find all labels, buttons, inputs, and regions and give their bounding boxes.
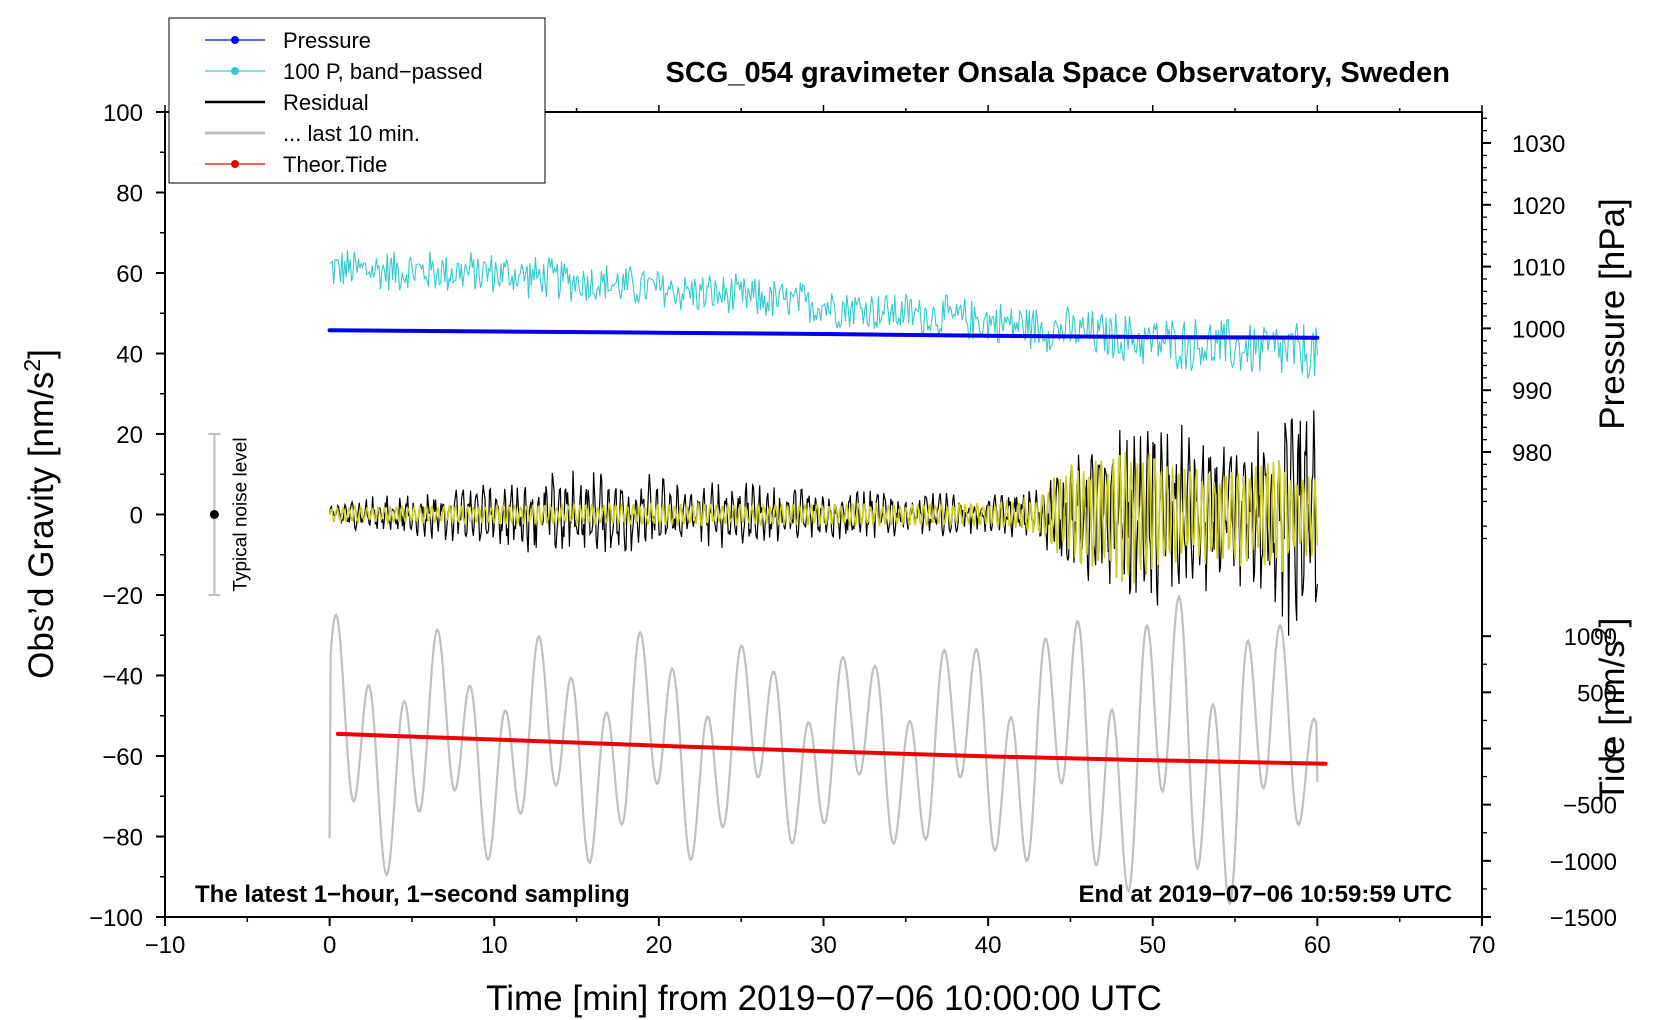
tide-axis-label: Tide [nm/s2] <box>1590 618 1632 803</box>
legend-swatch-marker <box>231 160 239 168</box>
tide-axis-label-sup: 2 <box>1590 627 1616 640</box>
noise-center-dot <box>209 510 219 519</box>
x-tick-label: 30 <box>810 932 837 959</box>
series-pressure-bandpassed <box>329 250 1318 380</box>
tide-tick-label: −1000 <box>1550 849 1617 876</box>
noise-label: Typical noise level <box>230 437 251 591</box>
tide-tick-label: −500 <box>1563 793 1617 820</box>
y-tick-label: −60 <box>102 744 143 771</box>
sampling-note: The latest 1−hour, 1−second sampling <box>195 881 630 908</box>
legend-label: 100 P, band−passed <box>283 59 483 84</box>
pressure-trace-line <box>327 328 1320 340</box>
series-theor-tide <box>335 731 1328 766</box>
pressure-tick-label: 1030 <box>1512 131 1565 158</box>
pressure-tick-label: 1000 <box>1512 316 1565 343</box>
y-tick-label: −40 <box>102 664 143 691</box>
y-tick-label: 100 <box>103 100 143 127</box>
end-time-note: End at 2019−07−06 10:59:59 UTC <box>1078 881 1452 908</box>
y-tick-label: −100 <box>89 905 143 932</box>
y-axis-label-sup: 2 <box>19 359 45 372</box>
x-tick-label: 0 <box>323 932 336 959</box>
pressure-axis-ticks: 1030 1020 1010 1000 990 980 <box>1482 117 1565 540</box>
y-axis-label: Obs’d Gravity [nm/s2] <box>19 349 61 679</box>
y-tick-label: −80 <box>102 825 143 852</box>
tide-axis-label-main: Tide [nm/s <box>1593 640 1632 802</box>
x-tick-label: 50 <box>1139 932 1166 959</box>
pressure-tick-label: 990 <box>1512 378 1552 405</box>
y-axis-label-main: Obs’d Gravity [nm/s <box>22 372 61 679</box>
y-axis-label-close: ] <box>22 349 61 359</box>
noise-level-indicator: Typical noise level <box>208 433 251 596</box>
y-tick-label: 80 <box>116 181 143 208</box>
legend-label: Residual <box>283 90 369 115</box>
pressure-tick-label: 980 <box>1512 440 1552 467</box>
legend: Pressure 100 P, band−passed Residual ... la… <box>168 17 546 184</box>
yellow-trace-line <box>328 452 1319 584</box>
tide-tick-label: 0 <box>1604 737 1617 764</box>
tide-trace-line <box>335 731 1328 766</box>
legend-swatch-marker <box>231 36 239 44</box>
cyan-trace-line <box>329 250 1318 380</box>
x-axis-label: Time [min] from 2019−07−06 10:00:00 UTC <box>486 979 1162 1018</box>
y-tick-label: 60 <box>116 261 143 288</box>
pressure-axis-label: Pressure [hPa] <box>1593 198 1632 430</box>
legend-label: ... last 10 min. <box>283 121 420 146</box>
pressure-tick-label: 1010 <box>1512 255 1565 282</box>
x-axis-ticks: −10 0 10 20 30 40 50 60 70 <box>145 105 1496 959</box>
chart-title: SCG_054 gravimeter Onsala Space Observat… <box>666 57 1450 89</box>
series-last-10-min <box>328 594 1319 906</box>
tide-axis-label-close: ] <box>1593 618 1632 628</box>
y-axis-ticks: 100 80 60 40 20 0 −20 −40 −60 −80 −100 <box>89 100 165 932</box>
y-tick-label: 0 <box>130 503 143 530</box>
series-pressure <box>327 328 1320 340</box>
x-tick-label: 60 <box>1304 932 1331 959</box>
y-tick-label: 40 <box>116 342 143 369</box>
x-tick-label: 70 <box>1469 932 1496 959</box>
y-tick-label: −20 <box>102 583 143 610</box>
x-tick-label: 20 <box>646 932 673 959</box>
y-tick-label: 20 <box>116 422 143 449</box>
pressure-tick-label: 1020 <box>1512 193 1565 220</box>
tide-tick-label: 1000 <box>1564 624 1617 651</box>
x-tick-label: −10 <box>145 932 186 959</box>
tide-axis-ticks: 1000 500 0 −500 −1000 −1500 <box>1482 624 1617 932</box>
legend-label: Pressure <box>283 28 371 53</box>
grey-trace-line <box>328 594 1319 906</box>
legend-box <box>168 17 546 184</box>
legend-label: Theor.Tide <box>283 152 387 177</box>
tide-tick-label: −1500 <box>1550 905 1617 932</box>
x-tick-label: 10 <box>481 932 508 959</box>
x-tick-label: 40 <box>975 932 1002 959</box>
legend-swatch-marker <box>231 67 239 75</box>
tide-tick-label: 500 <box>1577 680 1617 707</box>
series-residual-bandpassed <box>328 452 1319 584</box>
